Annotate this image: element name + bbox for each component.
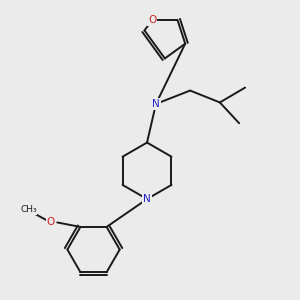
Text: O: O bbox=[46, 218, 55, 227]
Text: N: N bbox=[143, 194, 151, 204]
Text: CH₃: CH₃ bbox=[20, 206, 37, 214]
Text: O: O bbox=[148, 15, 156, 25]
Text: N: N bbox=[152, 99, 160, 109]
